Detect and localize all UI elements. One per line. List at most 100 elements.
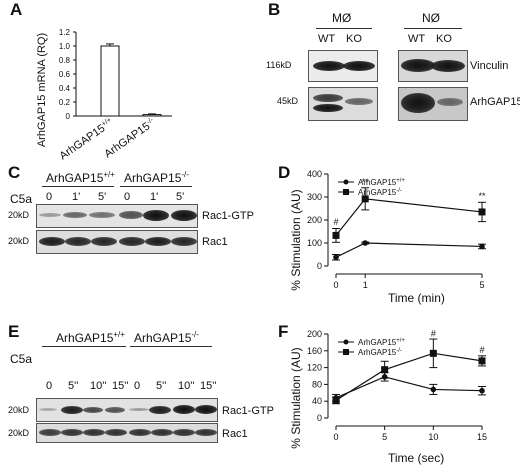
chart-d-marker-square xyxy=(478,208,486,216)
chart-d-xtick-label: 5 xyxy=(479,280,484,290)
band xyxy=(91,237,117,246)
chart-f-legend-text: ArhGAP15 xyxy=(358,348,397,357)
blot-b-lane-wt1: WT xyxy=(318,33,336,45)
chart-f-ytick-label: 0 xyxy=(317,413,322,423)
time-label: 5' xyxy=(98,191,107,203)
blot-e-rule-ko xyxy=(130,346,212,347)
time-label: 5'' xyxy=(156,380,167,392)
chart-f-marker-square xyxy=(478,357,486,365)
chart-f-series-line xyxy=(335,352,483,401)
chart-f-ytick-label: 40 xyxy=(312,396,322,406)
blot-b-mw-top: 116kD xyxy=(266,60,292,70)
blot-c-geno-ko-text: ArhGAP15-/- xyxy=(124,170,189,185)
blot-c-geno-wt: ArhGAP15+/+ xyxy=(46,170,115,185)
chart-d-legend-sup: +/+ xyxy=(396,178,405,184)
chart-d-ytick-label: 200 xyxy=(307,215,322,225)
time-label: 0 xyxy=(124,191,131,203)
band xyxy=(313,104,343,112)
band xyxy=(401,59,435,72)
blot-b-label-bottom: ArhGAP15 xyxy=(470,96,520,108)
band xyxy=(63,212,87,218)
chart-d-legend-marker xyxy=(343,179,349,185)
chart-f-series-line xyxy=(335,376,483,399)
panel-label-c: C xyxy=(8,163,21,182)
blot-b-arhgap15-no xyxy=(398,87,468,121)
chart-d-legend-label: ArhGAP15-/- xyxy=(358,188,402,197)
band xyxy=(61,406,83,414)
chart-f-xtick-label: 10 xyxy=(428,432,438,442)
chart-a-ytick-label: 0.8 xyxy=(59,56,71,65)
chart-f-ytick-label: 120 xyxy=(307,363,322,373)
panel-label-e: E xyxy=(8,322,20,341)
chart-a-bar xyxy=(100,45,120,117)
chart-d-legend-text: ArhGAP15 xyxy=(358,188,397,197)
chart-a-ytick-label: 1.2 xyxy=(59,28,71,37)
blot-c-label1: Rac1-GTP xyxy=(202,210,254,222)
chart-f-legend-sup: +/+ xyxy=(396,338,405,344)
time-label: 5' xyxy=(176,191,185,203)
band xyxy=(105,407,125,413)
blot-c-rac1gtp xyxy=(36,204,198,228)
chart-f-ytick-label: 160 xyxy=(307,346,322,356)
blot-b-group2: NØ xyxy=(422,11,440,25)
chart-f-xtick-label: 5 xyxy=(382,432,387,442)
blot-b-vinculin-no xyxy=(398,50,468,82)
time-label: 15'' xyxy=(112,380,129,392)
band xyxy=(437,98,463,106)
chart-f-significance: # xyxy=(431,329,436,339)
band xyxy=(61,429,83,436)
chart-f-significance: # xyxy=(479,345,484,355)
chart-f-ytick-label: 200 xyxy=(307,329,322,339)
panel-label-d: D xyxy=(278,163,291,182)
chart-d-legend-text: ArhGAP15 xyxy=(358,178,397,187)
band xyxy=(171,237,197,246)
blot-b-label-top: Vinculin xyxy=(470,60,509,72)
chart-d-ytick-label: 400 xyxy=(307,169,322,179)
chart-f-legend-label: ArhGAP15-/- xyxy=(358,348,402,357)
time-label: 10'' xyxy=(178,380,195,392)
chart-f-ylabel: % Stimulation (AU) xyxy=(289,347,303,449)
blot-c-rule-wt xyxy=(42,186,114,187)
chart-f-legend-sup: -/- xyxy=(396,348,402,354)
chart-d-legend-sup: -/- xyxy=(396,188,402,194)
blot-e-label2: Rac1 xyxy=(222,428,248,440)
band xyxy=(119,237,145,246)
blot-c-mw1: 20kD xyxy=(8,210,30,220)
panel-label-f: F xyxy=(278,322,289,341)
blot-e-mw2: 20kD xyxy=(8,428,30,438)
chart-a-ytick-label: 0.6 xyxy=(59,70,71,79)
band xyxy=(83,407,103,413)
chart-f-legend-label: ArhGAP15+/+ xyxy=(358,338,405,347)
chart-d-marker-circle xyxy=(362,240,369,246)
chart-d-series-line xyxy=(335,242,483,258)
panel-label-a: A xyxy=(10,0,23,19)
band xyxy=(195,405,217,414)
chart-d-series-line xyxy=(335,198,483,236)
band xyxy=(39,237,65,246)
band xyxy=(65,237,91,246)
chart-d-xlabel: Time (min) xyxy=(388,291,445,305)
band xyxy=(39,408,57,411)
chart-f-ytick-label: 80 xyxy=(312,379,322,389)
band xyxy=(149,406,171,414)
blot-e-geno-ko-text: ArhGAP15-/- xyxy=(134,330,199,345)
blot-b-lane-ko1: KO xyxy=(346,33,362,45)
time-label: 1' xyxy=(72,191,81,203)
chart-d-ytick-label: 100 xyxy=(307,238,322,248)
blot-b-mw-bottom: 45kD xyxy=(277,96,299,106)
chart-a-xtick-sup: +/+ xyxy=(101,117,113,129)
chart-d-legend-marker xyxy=(343,189,349,195)
blot-c-mw2: 20kD xyxy=(8,236,30,246)
chart-d-marker-square xyxy=(361,195,369,203)
chart-d-marker-circle xyxy=(479,243,485,250)
blot-e-mw1: 20kD xyxy=(8,405,30,415)
band xyxy=(345,98,373,105)
chart-a-xtick-text: ArhGAP15 xyxy=(57,122,107,162)
chart-d-ytick-label: 0 xyxy=(317,261,322,271)
blot-b-group2-rule xyxy=(404,28,462,29)
chart-f-xtick-label: 0 xyxy=(333,432,338,442)
chart-f-xlabel: Time (sec) xyxy=(388,451,445,465)
chart-f-marker-square xyxy=(429,349,437,357)
blot-b-lane-wt2: WT xyxy=(408,33,426,45)
band xyxy=(89,212,115,218)
